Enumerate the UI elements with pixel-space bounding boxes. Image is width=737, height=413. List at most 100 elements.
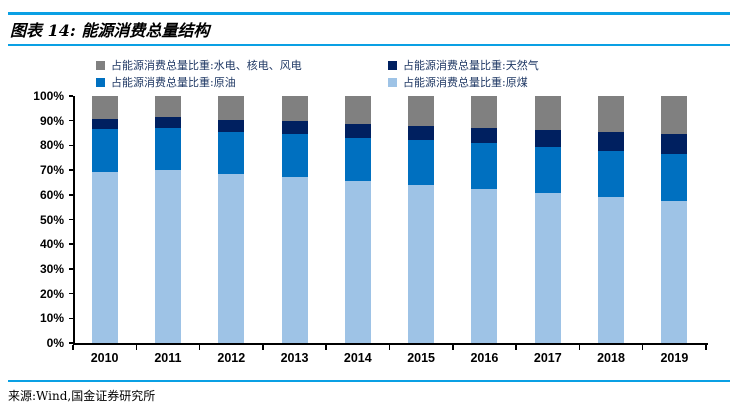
bar-segment xyxy=(661,133,688,154)
bar-segment xyxy=(408,96,435,126)
x-axis-ticks xyxy=(72,345,707,350)
legend-item-crude-oil: 占能源消费总量比重:原油 xyxy=(96,75,388,89)
bar-segment xyxy=(154,116,181,129)
y-axis-label: 60% xyxy=(39,187,64,202)
x-axis-labels: 2010 2011 2012 2013 2014 2015 2016 2017 2018 2019 xyxy=(73,351,706,366)
bar-segment xyxy=(408,185,435,343)
x-axis-tick xyxy=(198,345,201,350)
y-axis-label: 80% xyxy=(39,138,64,153)
bar-segment xyxy=(218,96,245,120)
x-axis-label: 2018 xyxy=(597,351,625,365)
chart-title: 图表 14: 能源消费总量结构 xyxy=(10,21,210,40)
y-axis-label: 30% xyxy=(39,261,64,276)
bar-segment xyxy=(408,125,435,140)
y-axis-tick xyxy=(69,119,73,122)
x-axis-label: 2011 xyxy=(154,351,182,365)
bar-segment xyxy=(91,96,118,120)
legend-label: 占能源消费总量比重:原煤 xyxy=(403,76,528,89)
legend-item-hydro-nuclear-wind: 占能源消费总量比重:水电、核电、风电 xyxy=(96,58,388,72)
bar-segment xyxy=(344,96,371,124)
x-axis-tick xyxy=(262,345,264,350)
bar-segment xyxy=(661,96,688,134)
bar-segment xyxy=(91,129,118,173)
y-axis-label: 40% xyxy=(39,237,64,252)
raw-coal-swatch-icon xyxy=(388,77,397,87)
bar-segment xyxy=(471,189,498,343)
y-axis-tick xyxy=(69,268,73,270)
y-axis-tick xyxy=(69,342,73,344)
y-axis-tick xyxy=(69,243,73,245)
y-axis-labels: 0% 10% 20% 30% 40% 50% 60% 70% 80% 90% 100% xyxy=(0,89,64,350)
y-axis-label: 0% xyxy=(46,336,64,350)
x-axis-tick xyxy=(578,345,581,350)
legend-label: 占能源消费总量比重:原油 xyxy=(111,76,236,89)
hydro-nuclear-wind-swatch-icon xyxy=(96,60,105,70)
bar-segment xyxy=(281,96,308,122)
bar-segment xyxy=(218,131,245,174)
y-axis-tick xyxy=(69,218,73,221)
y-axis-label: 10% xyxy=(39,311,64,326)
y-axis-tick xyxy=(69,317,73,320)
bar-segment xyxy=(471,128,498,144)
bar-segment xyxy=(344,137,371,181)
bar-segment xyxy=(471,143,498,190)
x-axis-label: 2012 xyxy=(217,351,246,365)
divider-line-bottom xyxy=(8,380,730,382)
y-axis-line xyxy=(73,96,75,345)
bar-segment xyxy=(91,172,118,343)
x-axis-label: 2017 xyxy=(533,351,562,365)
y-axis-label: 50% xyxy=(39,212,64,227)
x-axis-label: 2016 xyxy=(470,351,499,365)
bar-segment xyxy=(154,96,181,117)
bar-segment xyxy=(534,129,561,147)
x-axis-tick xyxy=(705,345,707,350)
bar-segment xyxy=(534,193,561,343)
bar-segment xyxy=(598,96,624,132)
x-axis-label: 2015 xyxy=(407,351,435,365)
y-axis-tick xyxy=(69,95,73,97)
y-axis-tick xyxy=(69,144,73,147)
y-axis-tick xyxy=(69,292,73,295)
bar-segment xyxy=(218,173,245,343)
bar-segment xyxy=(408,140,435,186)
legend: 占能源消费总量比重:水电、核电、风电 占能源消费总量比重:天然气 占能源消费总量比重… xyxy=(96,58,539,89)
y-axis-ticks xyxy=(69,95,73,344)
legend-label: 占能源消费总量比重:水电、核电、风电 xyxy=(111,59,302,72)
x-axis-tick xyxy=(135,345,137,350)
source-note: 来源:Wind,国金证券研究所 xyxy=(8,389,156,403)
x-axis-tick xyxy=(452,345,454,350)
bar-segment xyxy=(281,176,308,343)
x-axis-tick xyxy=(325,345,327,350)
x-axis-label: 2019 xyxy=(660,351,689,365)
y-axis-label: 100% xyxy=(33,89,64,103)
y-axis-label: 70% xyxy=(39,163,64,178)
x-axis-line xyxy=(73,343,708,345)
x-axis-label: 2010 xyxy=(90,351,119,365)
bar-segment xyxy=(154,128,181,170)
legend-item-natural-gas: 占能源消费总量比重:天然气 xyxy=(388,58,539,72)
y-axis-label: 20% xyxy=(39,286,64,301)
divider-line-header xyxy=(8,44,730,46)
bar-segment xyxy=(281,121,308,135)
x-axis-tick xyxy=(388,345,391,350)
legend-item-raw-coal: 占能源消费总量比重:原煤 xyxy=(388,75,539,89)
bar-segment xyxy=(598,150,624,198)
x-axis-label: 2014 xyxy=(343,351,372,365)
y-axis-label: 90% xyxy=(39,113,64,128)
bar-segment xyxy=(344,123,371,138)
crude-oil-swatch-icon xyxy=(96,77,105,87)
bar-segment xyxy=(344,180,371,343)
bar-segment xyxy=(661,200,688,343)
bar-segment xyxy=(661,153,688,201)
bar-segment xyxy=(598,131,624,151)
bar-segment xyxy=(154,169,181,343)
bar-segment xyxy=(281,134,308,177)
natural-gas-swatch-icon xyxy=(388,60,397,70)
x-axis-tick xyxy=(72,345,74,350)
y-axis-tick xyxy=(69,169,73,171)
x-axis-tick xyxy=(515,345,517,350)
plot-area xyxy=(73,96,706,343)
y-axis-tick xyxy=(69,194,73,196)
bar-segment xyxy=(534,96,561,130)
